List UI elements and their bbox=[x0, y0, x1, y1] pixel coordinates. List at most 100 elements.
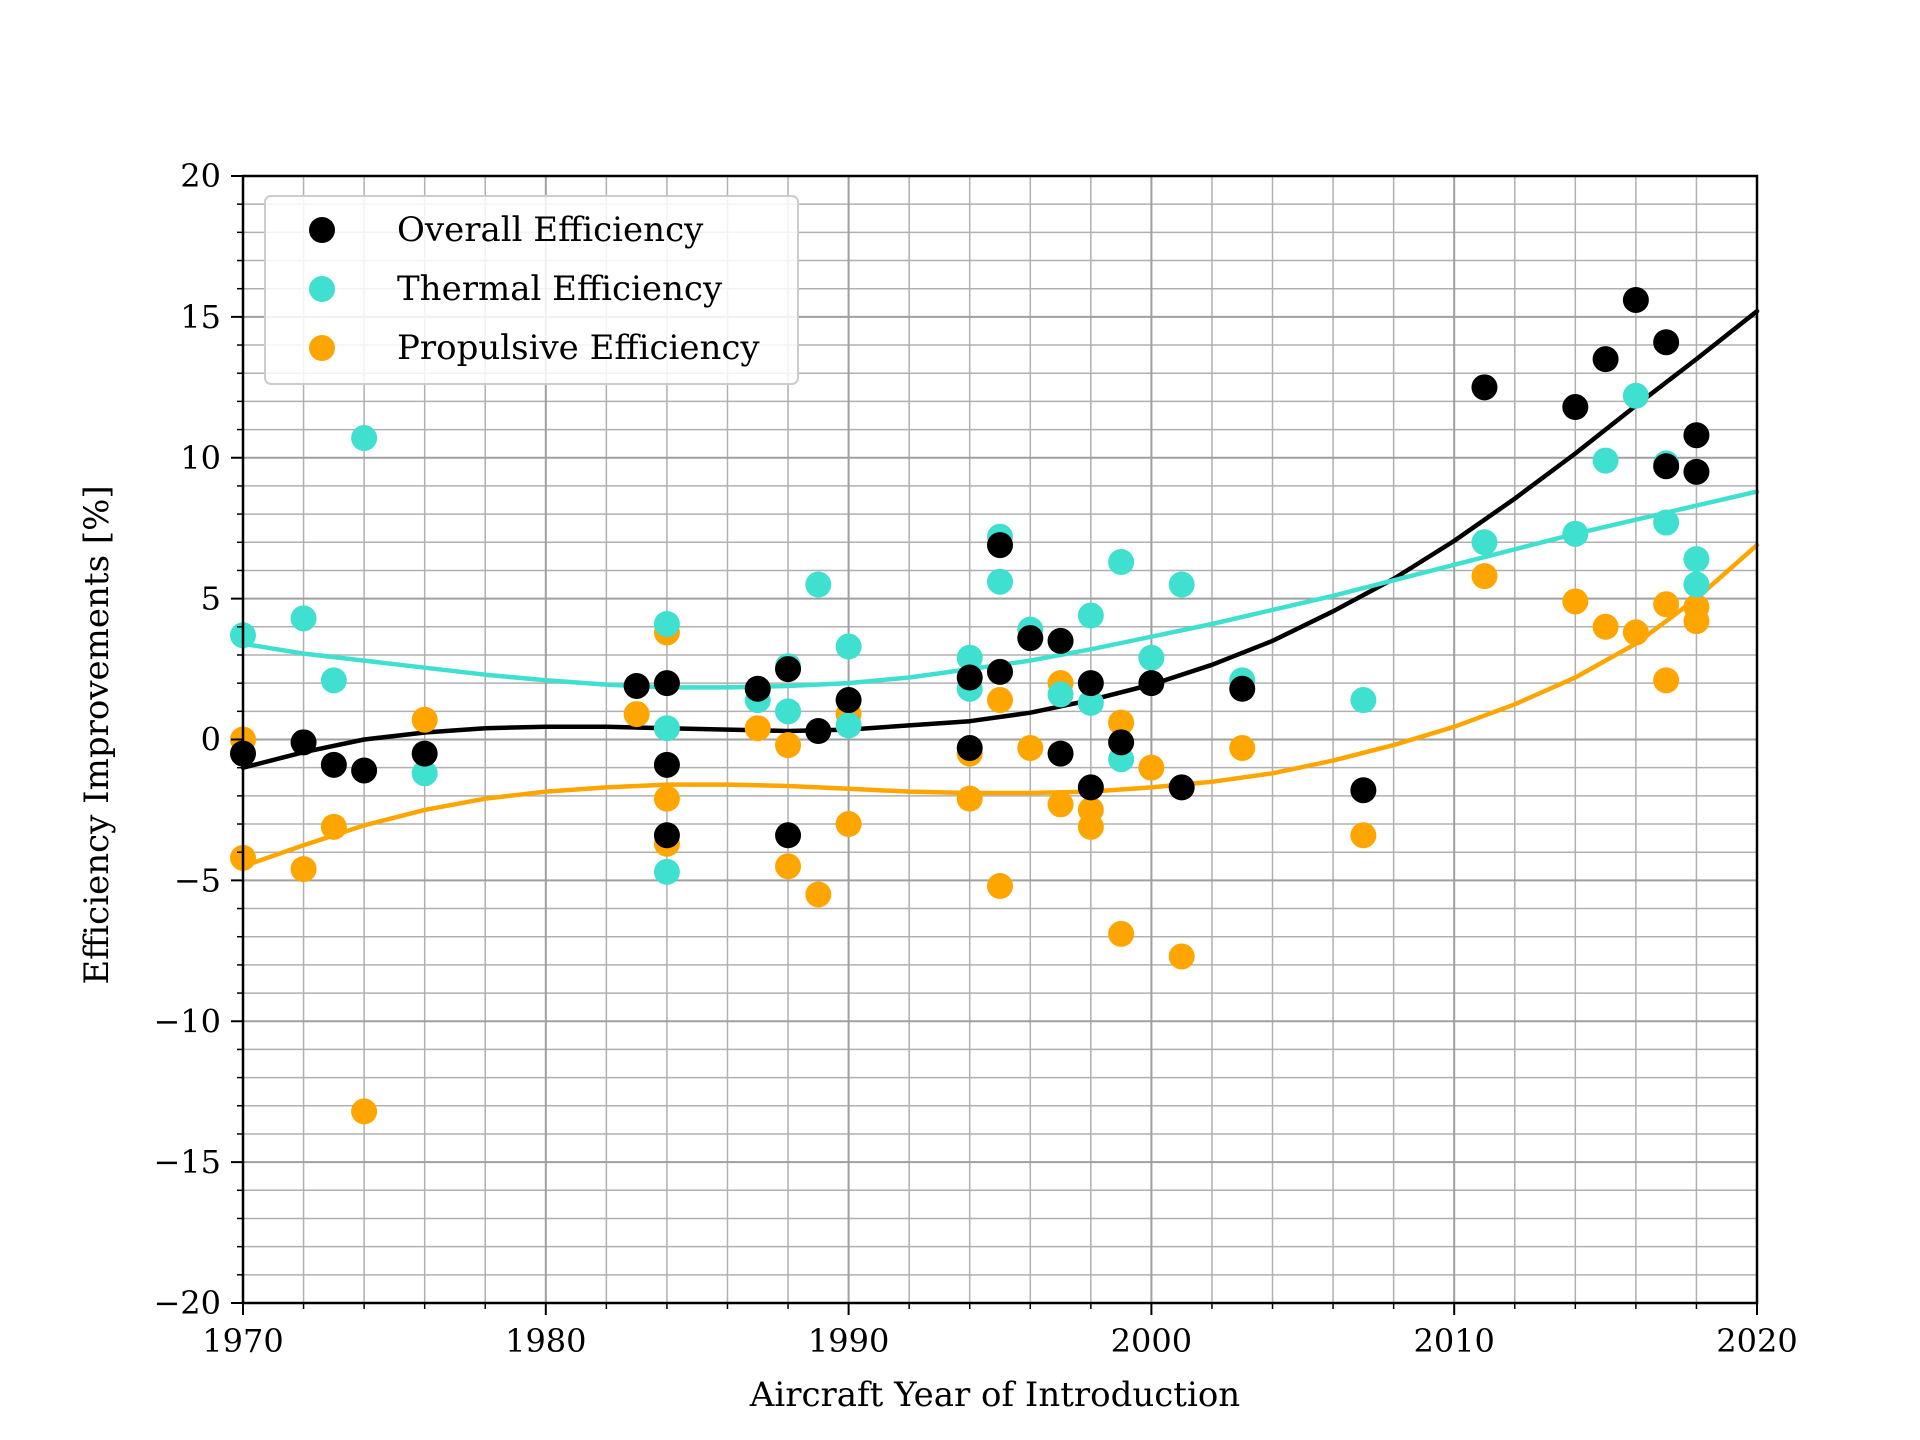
data-point-overall-efficiency bbox=[653, 751, 680, 778]
data-point-overall-efficiency bbox=[1562, 394, 1589, 421]
legend-box bbox=[264, 195, 799, 385]
data-point-propulsive-efficiency bbox=[956, 785, 983, 812]
data-point-overall-efficiency bbox=[290, 729, 317, 756]
data-point-overall-efficiency bbox=[1017, 625, 1044, 652]
data-point-propulsive-efficiency bbox=[1077, 813, 1104, 840]
y-tick-label: −5 bbox=[174, 861, 221, 899]
data-point-overall-efficiency bbox=[1047, 740, 1074, 767]
data-point-overall-efficiency bbox=[1047, 627, 1074, 654]
data-point-propulsive-efficiency bbox=[320, 813, 347, 840]
data-point-propulsive-efficiency bbox=[411, 706, 438, 733]
data-point-propulsive-efficiency bbox=[1622, 619, 1649, 646]
data-point-thermal-efficiency bbox=[653, 610, 680, 637]
y-tick-label: 15 bbox=[180, 298, 221, 336]
data-point-thermal-efficiency bbox=[653, 715, 680, 742]
data-point-thermal-efficiency bbox=[1047, 681, 1074, 708]
y-axis-label: Efficiency Improvements [%] bbox=[77, 485, 117, 984]
data-point-propulsive-efficiency bbox=[1017, 734, 1044, 761]
data-point-overall-efficiency bbox=[956, 734, 983, 761]
data-point-overall-efficiency bbox=[1592, 346, 1619, 373]
data-point-thermal-efficiency bbox=[1138, 644, 1165, 671]
data-point-thermal-efficiency bbox=[1168, 571, 1195, 598]
legend-marker-overall bbox=[309, 217, 335, 243]
data-point-thermal-efficiency bbox=[1471, 529, 1498, 556]
data-point-overall-efficiency bbox=[1168, 774, 1195, 801]
y-tick-label: −20 bbox=[153, 1284, 221, 1322]
y-tick-label: 20 bbox=[180, 157, 221, 195]
data-point-overall-efficiency bbox=[1077, 670, 1104, 697]
data-point-propulsive-efficiency bbox=[1168, 943, 1195, 970]
data-point-overall-efficiency bbox=[351, 757, 378, 784]
data-point-propulsive-efficiency bbox=[1592, 613, 1619, 640]
data-point-overall-efficiency bbox=[1622, 286, 1649, 313]
legend: Overall Efficiency Thermal Efficiency Pr… bbox=[264, 195, 799, 385]
data-point-thermal-efficiency bbox=[1653, 509, 1680, 536]
data-point-thermal-efficiency bbox=[775, 698, 802, 725]
data-point-overall-efficiency bbox=[805, 718, 832, 745]
data-point-propulsive-efficiency bbox=[351, 1098, 378, 1125]
data-point-overall-efficiency bbox=[623, 672, 650, 699]
x-tick-label: 2000 bbox=[1111, 1322, 1192, 1360]
data-point-overall-efficiency bbox=[1138, 670, 1165, 697]
data-point-thermal-efficiency bbox=[1108, 548, 1135, 575]
data-point-overall-efficiency bbox=[744, 675, 771, 702]
data-point-thermal-efficiency bbox=[411, 760, 438, 787]
data-point-thermal-efficiency bbox=[1592, 447, 1619, 474]
y-tick-label: 10 bbox=[180, 439, 221, 477]
data-point-propulsive-efficiency bbox=[1047, 791, 1074, 818]
data-point-overall-efficiency bbox=[835, 687, 862, 714]
data-point-propulsive-efficiency bbox=[1683, 608, 1710, 635]
data-point-overall-efficiency bbox=[775, 822, 802, 849]
data-point-thermal-efficiency bbox=[1077, 602, 1104, 629]
data-point-overall-efficiency bbox=[1229, 675, 1256, 702]
data-point-overall-efficiency bbox=[653, 670, 680, 697]
data-point-thermal-efficiency bbox=[1622, 382, 1649, 409]
data-point-propulsive-efficiency bbox=[1229, 734, 1256, 761]
data-point-overall-efficiency bbox=[1350, 777, 1377, 804]
data-point-thermal-efficiency bbox=[956, 644, 983, 671]
data-point-propulsive-efficiency bbox=[1562, 588, 1589, 615]
legend-marker-thermal bbox=[309, 276, 335, 302]
x-tick-label: 1990 bbox=[808, 1322, 889, 1360]
data-point-propulsive-efficiency bbox=[653, 785, 680, 812]
trend-line-2 bbox=[240, 542, 1760, 869]
data-point-thermal-efficiency bbox=[1683, 546, 1710, 573]
data-point-propulsive-efficiency bbox=[623, 701, 650, 728]
y-tick-label: 0 bbox=[201, 721, 221, 759]
data-point-overall-efficiency bbox=[1683, 458, 1710, 485]
data-point-thermal-efficiency bbox=[805, 571, 832, 598]
data-point-propulsive-efficiency bbox=[1653, 591, 1680, 618]
data-point-propulsive-efficiency bbox=[1108, 709, 1135, 736]
legend-label-thermal: Thermal Efficiency bbox=[397, 269, 723, 309]
data-point-propulsive-efficiency bbox=[1653, 667, 1680, 694]
data-point-thermal-efficiency bbox=[653, 858, 680, 885]
x-tick-label: 2010 bbox=[1413, 1322, 1494, 1360]
y-tick-label: −15 bbox=[153, 1143, 221, 1181]
data-point-overall-efficiency bbox=[320, 751, 347, 778]
x-axis-label: Aircraft Year of Introduction bbox=[749, 1375, 1240, 1415]
axis-ticks bbox=[231, 175, 1758, 1315]
data-point-propulsive-efficiency bbox=[987, 873, 1013, 900]
data-point-thermal-efficiency bbox=[290, 605, 317, 632]
data-point-overall-efficiency bbox=[411, 740, 438, 767]
legend-marker-propulsive bbox=[309, 335, 335, 361]
data-points bbox=[230, 286, 1710, 1125]
data-point-thermal-efficiency bbox=[1077, 689, 1104, 716]
data-point-propulsive-efficiency bbox=[1350, 822, 1377, 849]
data-point-propulsive-efficiency bbox=[987, 687, 1013, 714]
x-tick-label: 1970 bbox=[202, 1322, 283, 1360]
data-point-overall-efficiency bbox=[1108, 729, 1135, 756]
data-point-thermal-efficiency bbox=[320, 667, 347, 694]
data-point-thermal-efficiency bbox=[987, 568, 1013, 595]
data-point-thermal-efficiency bbox=[351, 425, 378, 452]
data-point-propulsive-efficiency bbox=[1138, 754, 1165, 781]
legend-label-overall: Overall Efficiency bbox=[397, 210, 704, 250]
data-point-thermal-efficiency bbox=[1562, 520, 1589, 547]
data-point-overall-efficiency bbox=[1683, 422, 1710, 449]
data-point-propulsive-efficiency bbox=[290, 856, 317, 883]
x-tick-label: 1980 bbox=[505, 1322, 586, 1360]
data-point-overall-efficiency bbox=[1653, 453, 1680, 480]
data-point-overall-efficiency bbox=[987, 658, 1013, 685]
data-point-propulsive-efficiency bbox=[744, 715, 771, 742]
